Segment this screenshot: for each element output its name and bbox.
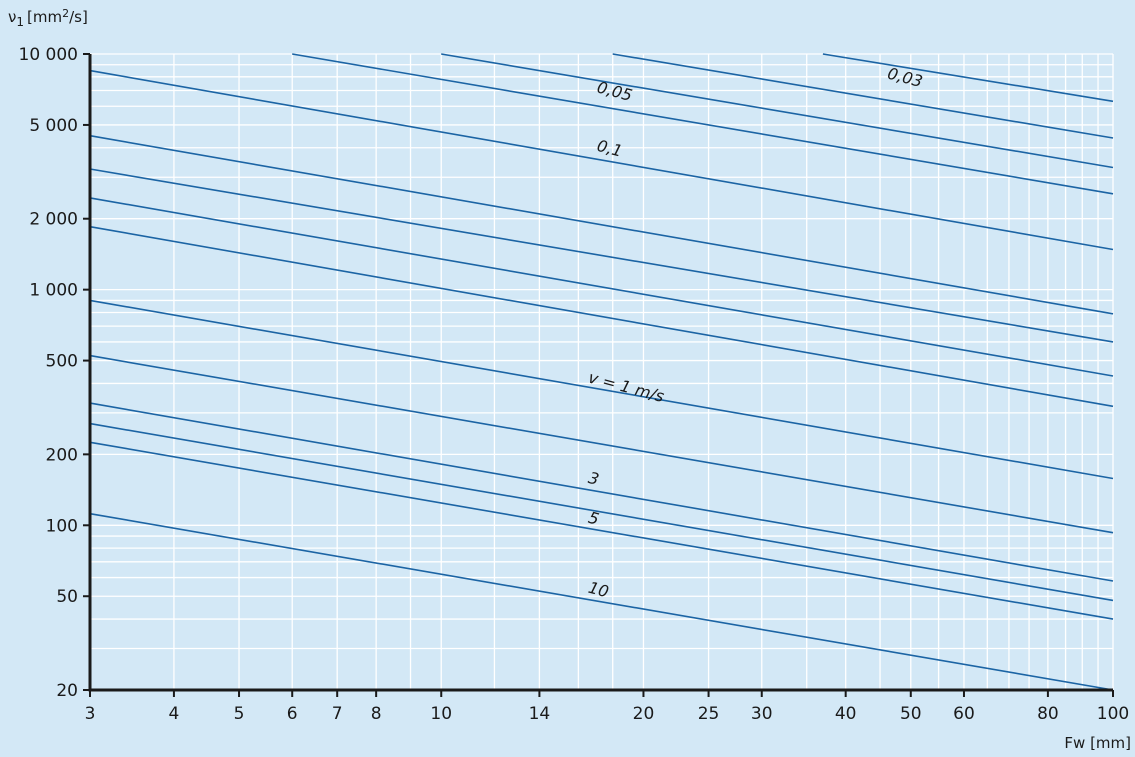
curve-label: v = 1 m/s [586, 368, 666, 406]
x-tick-label: 4 [169, 704, 180, 724]
y-tick-label: 1 000 [29, 281, 78, 301]
curve-label: 3 [586, 468, 601, 489]
y-tick-label: 2 000 [29, 210, 78, 230]
curve-label: 10 [586, 578, 611, 602]
x-tick-label: 60 [953, 704, 975, 724]
y-tick-label: 50 [56, 587, 78, 607]
x-tick-label: 40 [835, 704, 857, 724]
y-tick-label: 10 000 [19, 45, 78, 65]
series-line-10 [89, 299, 1114, 480]
series-line-14 [89, 441, 1114, 620]
y-tick-label: 200 [46, 445, 78, 465]
series-line-3 [441, 53, 1114, 169]
y-axis-title: ν1 [mm2/s] [8, 7, 88, 29]
x-tick-label: 7 [332, 704, 343, 724]
grid [90, 53, 1114, 690]
axes: 20 50 100 200 500 1 000 2 000 5 000 10 000 3 4 5 6 7 8… [19, 45, 1130, 724]
x-tick-label: 10 [430, 704, 452, 724]
y-axis-title-subscript: 1 [16, 15, 24, 29]
x-tick-label: 5 [234, 704, 245, 724]
series-line-11 [89, 354, 1114, 534]
y-tick-label: 500 [46, 352, 78, 372]
series-line-2 [612, 53, 1114, 139]
y-axis-title-superscript: 2 [62, 7, 69, 20]
series-line-9 [89, 225, 1114, 408]
y-axis-title-unit: [mm [27, 8, 62, 26]
x-tick-label: 8 [371, 704, 382, 724]
x-tick-label: 25 [698, 704, 720, 724]
curve-label: 0,03 [885, 64, 924, 92]
series-line-5 [89, 69, 1114, 251]
series-line-4 [292, 53, 1114, 195]
series-line-7 [89, 168, 1114, 343]
series-line-8 [89, 197, 1114, 377]
y-tick-label: 20 [56, 681, 78, 701]
curve-label: 5 [586, 508, 601, 529]
x-tick-label: 80 [1037, 704, 1059, 724]
y-axis-title-unit-tail: /s] [69, 8, 88, 26]
series-line-12 [89, 402, 1114, 582]
series-line-13 [89, 422, 1114, 602]
series-line-15 [89, 512, 1114, 691]
y-tick-label: 100 [46, 516, 78, 536]
x-tick-label: 30 [751, 704, 773, 724]
x-tick-label: 100 [1097, 704, 1129, 724]
x-tick-label: 14 [529, 704, 551, 724]
curve-labels: 0,03 0,05 0,1 v = 1 m/s 3 5 10 [586, 64, 924, 602]
x-tick-label: 6 [287, 704, 298, 724]
x-axis-title: Fw [mm] [1064, 734, 1131, 752]
series-line-1 [822, 53, 1114, 103]
x-tick-label: 3 [85, 704, 96, 724]
y-tick-label: 5 000 [29, 116, 78, 136]
series-lines [89, 53, 1114, 691]
curve-label: 0,1 [595, 136, 624, 161]
series-line-6 [89, 134, 1114, 315]
x-tick-label: 50 [900, 704, 922, 724]
y-axis-title-symbol: ν [8, 8, 16, 26]
curve-label: 0,05 [595, 77, 634, 105]
x-tick-label: 20 [633, 704, 655, 724]
